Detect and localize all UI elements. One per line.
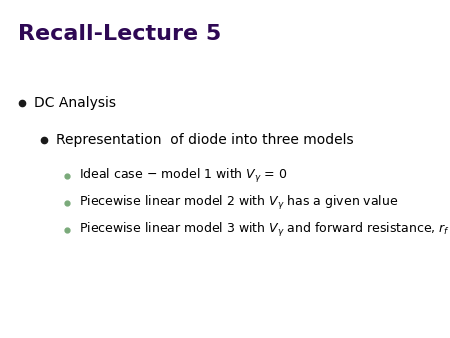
Text: Ideal case $-$ model 1 with $V_\gamma$ = 0: Ideal case $-$ model 1 with $V_\gamma$ =… [79, 167, 287, 185]
Text: Piecewise linear model 3 with $V_\gamma$ and forward resistance, $r_f$: Piecewise linear model 3 with $V_\gamma$… [79, 221, 450, 239]
Text: Recall-Lecture 5: Recall-Lecture 5 [18, 24, 221, 44]
Text: Representation  of diode into three models: Representation of diode into three model… [56, 133, 354, 147]
Text: Piecewise linear model 2 with $V_\gamma$ has a given value: Piecewise linear model 2 with $V_\gamma$… [79, 194, 398, 212]
Text: DC Analysis: DC Analysis [34, 96, 116, 110]
